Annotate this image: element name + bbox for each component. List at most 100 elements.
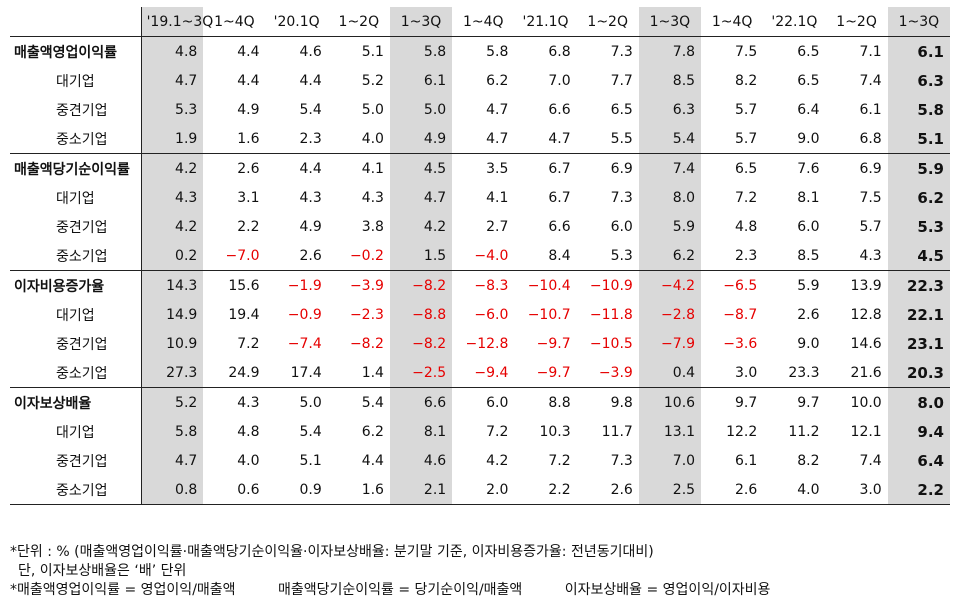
column-header: 1~4Q xyxy=(452,7,515,37)
table-cell: 0.9 xyxy=(265,475,328,505)
table-cell: 1.4 xyxy=(327,358,390,388)
table-cell: 2.2 xyxy=(237,218,260,235)
table-cell: 5.2 xyxy=(141,387,204,417)
table-cell: 7.7 xyxy=(610,72,633,89)
table-cell: 4.6 xyxy=(299,43,322,60)
table-cell: −3.6 xyxy=(723,335,758,352)
formula-interest-coverage: 이자보상배율 = 영업이익/이자비용 xyxy=(564,582,771,598)
table-cell: −8.2 xyxy=(389,329,453,358)
table-cell: 7.6 xyxy=(797,160,820,177)
table-cell: 3.1 xyxy=(237,189,260,206)
footnotes: *단위 : % (매출액영업이익률·매출액당기순이익율·이자보상배율: 분기말 … xyxy=(10,543,808,600)
table-cell: 6.6 xyxy=(548,218,571,235)
table-row: 중견기업 10.9 7.2 −7.4 −8.2 −8.2 −12.8 −9.7 −10.5 −7.… xyxy=(10,329,950,358)
table-cell: −4.0 xyxy=(452,241,515,271)
table-cell: −10.4 xyxy=(527,277,571,294)
column-header: 1~2Q xyxy=(825,7,888,37)
table-cell: −10.5 xyxy=(589,335,633,352)
column-header: 1~3Q xyxy=(887,7,950,37)
table-row: 대기업 4.7 4.4 4.4 5.2 6.1 6.2 7.0 7.7 8.5 8.2 6.5 7.4 6… xyxy=(10,66,950,95)
column-header: 1~2Q xyxy=(327,7,390,37)
table-cell: 4.3 xyxy=(237,394,260,411)
table-cell: 8.0 xyxy=(887,387,950,417)
table-cell: 0.2 xyxy=(141,241,204,271)
column-header: 1~2Q xyxy=(576,7,639,37)
table-cell: 12.1 xyxy=(850,423,882,440)
table-cell: 6.8 xyxy=(548,43,571,60)
table-cell: 8.2 xyxy=(797,452,820,469)
table-cell: 4.7 xyxy=(141,66,204,95)
table-cell: 9.7 xyxy=(735,394,758,411)
table-cell: −8.7 xyxy=(723,306,758,323)
table-cell: 8.5 xyxy=(638,66,702,95)
table-cell: 6.8 xyxy=(825,124,888,154)
table-cell: 24.9 xyxy=(203,358,266,388)
table-cell: 5.5 xyxy=(576,124,639,154)
table-cell: −11.8 xyxy=(589,306,633,323)
table-cell: 4.3 xyxy=(361,189,384,206)
unit-note: *단위 : % (매출액영업이익률·매출액당기순이익율·이자보상배율: 분기말 … xyxy=(10,544,654,560)
table-cell: 5.3 xyxy=(141,95,204,124)
table-cell: 8.5 xyxy=(763,241,826,271)
table-cell: 4.9 xyxy=(237,101,260,118)
table-cell: 6.0 xyxy=(797,218,820,235)
table-cell: −2.8 xyxy=(638,300,702,329)
table-cell: 5.9 xyxy=(887,153,950,183)
table-cell: 7.0 xyxy=(548,72,571,89)
table-cell: 6.4 xyxy=(887,446,950,475)
table-cell: 13.1 xyxy=(638,417,702,446)
table-row: 중소기업 0.8 0.6 0.9 1.6 2.1 2.0 2.2 2.6 2.5 2.6 4.0 3.0… xyxy=(10,475,950,505)
table-cell: 0.4 xyxy=(638,358,702,388)
table-cell: 8.4 xyxy=(514,241,577,271)
column-header: 1~3Q xyxy=(638,7,702,37)
table-cell: 2.3 xyxy=(265,124,328,154)
table-cell: 5.7 xyxy=(735,101,758,118)
table-cell: 23.3 xyxy=(763,358,826,388)
table-cell: 10.6 xyxy=(638,387,702,417)
table-cell: 3.0 xyxy=(825,475,888,505)
table-cell: 8.8 xyxy=(548,394,571,411)
table-cell: 23.1 xyxy=(887,329,950,358)
table-cell: −0.9 xyxy=(287,306,322,323)
table-cell: 5.1 xyxy=(887,124,950,154)
table-cell: 6.2 xyxy=(887,183,950,212)
table-cell: 4.4 xyxy=(299,72,322,89)
header-row: '19.1~3Q 1~4Q '20.1Q 1~2Q 1~3Q 1~4Q '21.1Q 1~2Q… xyxy=(10,7,950,37)
table-cell: −10.9 xyxy=(589,277,633,294)
table-row: 중견기업 5.3 4.9 5.4 5.0 5.0 4.7 6.6 6.5 6.3 5.7 6.4 6.1… xyxy=(10,95,950,124)
table-cell: −6.5 xyxy=(723,277,758,294)
table-cell: 6.4 xyxy=(797,101,820,118)
table-body: 매출액영업이익률 4.8 4.4 4.6 5.1 5.8 5.8 6.8 7.3 7.8 7.5 6.… xyxy=(10,36,950,505)
table-cell: 5.4 xyxy=(299,101,322,118)
row-label: 중소기업 xyxy=(10,124,142,154)
table-cell: 4.7 xyxy=(141,446,204,475)
table-cell: −8.3 xyxy=(474,277,509,294)
table-cell: 4.5 xyxy=(887,241,950,271)
table-cell: 4.9 xyxy=(299,218,322,235)
table-cell: −9.4 xyxy=(452,358,515,388)
table-cell: 8.2 xyxy=(735,72,758,89)
row-label: 중견기업 xyxy=(10,95,142,124)
table-cell: 4.4 xyxy=(361,452,384,469)
table-cell: 6.5 xyxy=(797,72,820,89)
table-cell: 22.3 xyxy=(887,270,950,300)
table-cell: 6.6 xyxy=(548,101,571,118)
table-cell: 1.6 xyxy=(327,475,390,505)
table-cell: 27.3 xyxy=(141,358,204,388)
table-cell: 7.1 xyxy=(859,43,882,60)
row-label: 대기업 xyxy=(10,417,142,446)
row-label: 중견기업 xyxy=(10,212,142,241)
row-label: 중소기업 xyxy=(10,241,142,271)
table-cell: 4.9 xyxy=(389,124,453,154)
table-cell: 5.3 xyxy=(576,241,639,271)
table-cell: 7.8 xyxy=(638,36,702,66)
table-row: 중견기업 4.2 2.2 4.9 3.8 4.2 2.7 6.6 6.0 5.9 4.8 6.0 5.7… xyxy=(10,212,950,241)
table-cell: 5.8 xyxy=(141,417,204,446)
row-label: 중소기업 xyxy=(10,475,142,505)
table-cell: 2.6 xyxy=(797,306,820,323)
column-header: '19.1~3Q xyxy=(141,7,213,37)
table-cell: 4.3 xyxy=(141,183,204,212)
table-cell: 4.1 xyxy=(361,160,384,177)
table-cell: 5.1 xyxy=(361,43,384,60)
header-corner xyxy=(10,7,142,37)
